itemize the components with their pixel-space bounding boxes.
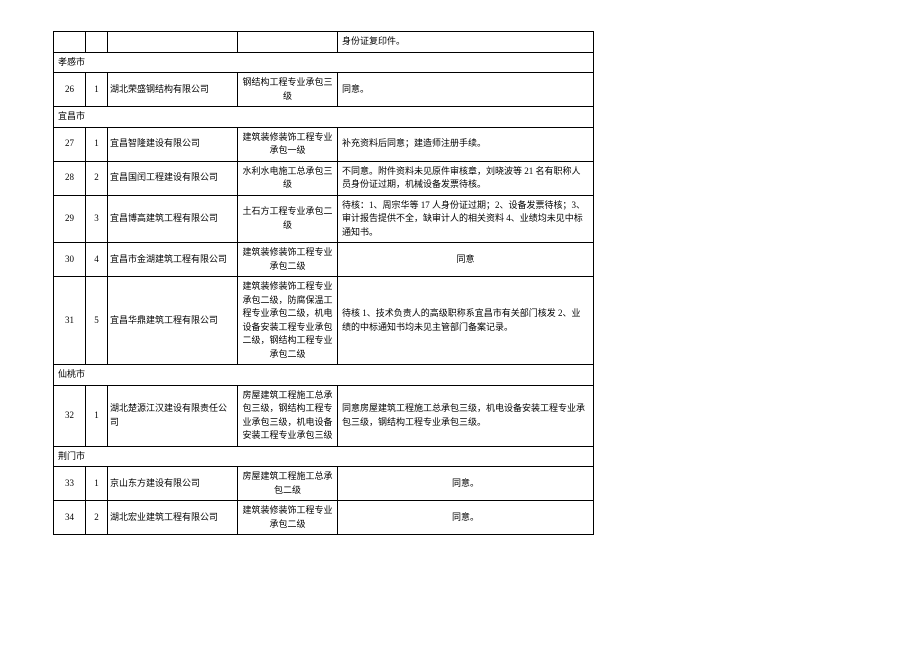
company-cell: 宜昌博高建筑工程有限公司 (108, 195, 238, 243)
table-row: 261湖北荣盛钢结构有限公司钢结构工程专业承包三级同意。 (54, 73, 594, 107)
sub-cell: 2 (86, 501, 108, 535)
table-row: 321湖北楚源江汉建设有限责任公司房屋建筑工程施工总承包三级，钢结构工程专业承包… (54, 385, 594, 446)
table-row: 342湖北宏业建筑工程有限公司建筑装修装饰工程专业承包二级同意。 (54, 501, 594, 535)
sub-cell: 1 (86, 73, 108, 107)
remark-cell: 同意。 (338, 467, 594, 501)
company-cell: 湖北宏业建筑工程有限公司 (108, 501, 238, 535)
seq-cell: 33 (54, 467, 86, 501)
sub-cell: 2 (86, 161, 108, 195)
seq-cell: 34 (54, 501, 86, 535)
qualification-cell: 建筑装修装饰工程专业承包一级 (238, 127, 338, 161)
sub-cell: 5 (86, 277, 108, 365)
company-cell: 宜昌市金湖建筑工程有限公司 (108, 243, 238, 277)
table-row: 荆门市 (54, 446, 594, 467)
remark-cell: 不同意。附件资料未见原件审核章，刘晓波等 21 名有职称人员身份证过期，机械设备… (338, 161, 594, 195)
table-row: 身份证复印件。 (54, 32, 594, 53)
qualification-cell: 钢结构工程专业承包三级 (238, 73, 338, 107)
table-body: 身份证复印件。孝感市261湖北荣盛钢结构有限公司钢结构工程专业承包三级同意。宜昌… (54, 32, 594, 535)
seq-cell: 30 (54, 243, 86, 277)
seq-cell: 31 (54, 277, 86, 365)
seq-cell: 27 (54, 127, 86, 161)
company-cell: 湖北荣盛钢结构有限公司 (108, 73, 238, 107)
seq-cell (54, 32, 86, 53)
document-page: 身份证复印件。孝感市261湖北荣盛钢结构有限公司钢结构工程专业承包三级同意。宜昌… (0, 0, 920, 651)
sub-cell: 1 (86, 127, 108, 161)
seq-cell: 29 (54, 195, 86, 243)
qualification-table: 身份证复印件。孝感市261湖北荣盛钢结构有限公司钢结构工程专业承包三级同意。宜昌… (53, 31, 594, 535)
table-row: 293宜昌博高建筑工程有限公司土石方工程专业承包二级待核：1、周宗华等 17 人… (54, 195, 594, 243)
qualification-cell: 建筑装修装饰工程专业承包二级，防腐保温工程专业承包二级，机电设备安装工程专业承包… (238, 277, 338, 365)
remark-cell: 同意 (338, 243, 594, 277)
qualification-cell: 水利水电施工总承包三级 (238, 161, 338, 195)
qualification-cell: 房屋建筑工程施工总承包三级，钢结构工程专业承包三级，机电设备安装工程专业承包三级 (238, 385, 338, 446)
qualification-cell: 建筑装修装饰工程专业承包二级 (238, 243, 338, 277)
seq-cell: 28 (54, 161, 86, 195)
table-row: 宜昌市 (54, 107, 594, 128)
section-header-cell: 荆门市 (54, 446, 594, 467)
section-header-cell: 宜昌市 (54, 107, 594, 128)
table-row: 331京山东方建设有限公司房屋建筑工程施工总承包二级同意。 (54, 467, 594, 501)
company-cell: 宜昌国闰工程建设有限公司 (108, 161, 238, 195)
remark-cell: 同意。 (338, 73, 594, 107)
remark-cell: 待核 1、技术负责人的高级职称系宜昌市有关部门核发 2、业绩的中标通知书均未见主… (338, 277, 594, 365)
company-cell: 京山东方建设有限公司 (108, 467, 238, 501)
qualification-cell: 建筑装修装饰工程专业承包二级 (238, 501, 338, 535)
table-row: 304宜昌市金湖建筑工程有限公司建筑装修装饰工程专业承包二级同意 (54, 243, 594, 277)
company-cell: 湖北楚源江汉建设有限责任公司 (108, 385, 238, 446)
company-cell: 宜昌华鼎建筑工程有限公司 (108, 277, 238, 365)
company-cell (108, 32, 238, 53)
table-row: 271宜昌智隆建设有限公司建筑装修装饰工程专业承包一级补充资料后同意；建造师注册… (54, 127, 594, 161)
remark-cell: 待核：1、周宗华等 17 人身份证过期；2、设备发票待核；3、审计报告提供不全，… (338, 195, 594, 243)
sub-cell: 4 (86, 243, 108, 277)
sub-cell: 1 (86, 467, 108, 501)
remark-cell: 同意房屋建筑工程施工总承包三级，机电设备安装工程专业承包三级，钢结构工程专业承包… (338, 385, 594, 446)
table-row: 仙桃市 (54, 365, 594, 386)
remark-cell: 身份证复印件。 (338, 32, 594, 53)
sub-cell: 3 (86, 195, 108, 243)
seq-cell: 26 (54, 73, 86, 107)
sub-cell: 1 (86, 385, 108, 446)
remark-cell: 同意。 (338, 501, 594, 535)
section-header-cell: 孝感市 (54, 52, 594, 73)
section-header-cell: 仙桃市 (54, 365, 594, 386)
remark-cell: 补充资料后同意；建造师注册手续。 (338, 127, 594, 161)
sub-cell (86, 32, 108, 53)
table-row: 孝感市 (54, 52, 594, 73)
table-row: 315宜昌华鼎建筑工程有限公司建筑装修装饰工程专业承包二级，防腐保温工程专业承包… (54, 277, 594, 365)
seq-cell: 32 (54, 385, 86, 446)
qualification-cell (238, 32, 338, 53)
company-cell: 宜昌智隆建设有限公司 (108, 127, 238, 161)
table-row: 282宜昌国闰工程建设有限公司水利水电施工总承包三级不同意。附件资料未见原件审核… (54, 161, 594, 195)
qualification-cell: 房屋建筑工程施工总承包二级 (238, 467, 338, 501)
qualification-cell: 土石方工程专业承包二级 (238, 195, 338, 243)
